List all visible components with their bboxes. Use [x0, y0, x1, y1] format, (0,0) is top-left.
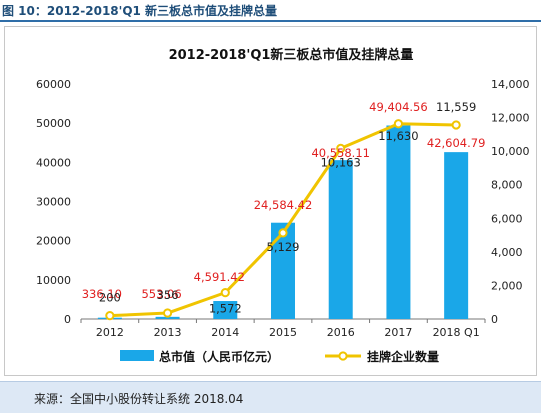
- chart-frame: 2012-2018'Q1新三板总市值及挂牌总量 0 10000 20000 30000 4…: [4, 26, 537, 376]
- bar-market-cap: [444, 152, 469, 319]
- x-axis-category-label: 2018 Q1: [433, 326, 480, 339]
- legend-label-market-cap: 总市值（人民币亿元）: [159, 349, 279, 364]
- bar-value-label: 40,558.11: [311, 146, 370, 160]
- line-value-label: 11,559: [436, 100, 476, 114]
- x-axis-category-label: 2015: [269, 326, 297, 339]
- line-value-label: 5,129: [267, 240, 300, 254]
- chart-svg: 2012-2018'Q1新三板总市值及挂牌总量 0 10000 20000 30000 4…: [36, 47, 530, 364]
- bar-value-label: 4,591.42: [194, 270, 245, 284]
- right-axis-tick-label: 8,000: [491, 179, 523, 192]
- bar-market-cap: [271, 222, 295, 319]
- figure-label: 图 10：2012-2018'Q1 新三板总市值及挂牌总量: [2, 4, 278, 18]
- line-point-listed-companies: [105, 311, 115, 321]
- line-point-listed-companies: [278, 228, 288, 238]
- left-axis-tick-label: 20000: [36, 235, 71, 248]
- line-point-listed-companies: [451, 120, 461, 130]
- bar-market-cap: [155, 316, 180, 319]
- line-value-label: 11,630: [378, 129, 418, 143]
- right-axis-tick-label: 0: [491, 313, 498, 326]
- bar-value-label: 24,584.42: [254, 198, 313, 212]
- legend-swatch-market-cap: [120, 350, 154, 361]
- left-axis-tick-label: 30000: [36, 196, 71, 209]
- right-axis-tick-label: 4,000: [491, 246, 523, 259]
- line-point-listed-companies: [220, 288, 230, 298]
- bar-market-cap: [328, 160, 353, 319]
- right-axis-tick-label: 6,000: [491, 212, 523, 225]
- right-axis-tick-label: 14,000: [491, 78, 530, 91]
- bar-value-label: 336.10: [82, 287, 122, 301]
- legend-marker-listed-companies: [338, 351, 348, 361]
- bar-value-label: 49,404.56: [369, 100, 428, 114]
- left-axis-tick-label: 50000: [36, 117, 71, 130]
- x-axis-category-label: 2017: [384, 326, 412, 339]
- left-axis-tick-label: 10000: [36, 274, 71, 287]
- legend-label-listed-companies: 挂牌企业数量: [367, 349, 439, 364]
- line-value-label: 10,163: [321, 155, 361, 169]
- line-value-label: 1,572: [209, 302, 242, 316]
- right-axis-tick-label: 10,000: [491, 145, 530, 158]
- line-value-label: 356: [157, 288, 179, 302]
- left-axis-tick-label: 60000: [36, 78, 71, 91]
- source-bar: 来源：全国中小股份转让系统 2018.04: [0, 381, 541, 413]
- line-point-listed-companies: [336, 143, 346, 154]
- left-axis-tick-label: 0: [64, 313, 71, 326]
- x-axis-category-label: 2016: [327, 326, 355, 339]
- right-axis-tick-label: 12,000: [491, 112, 530, 125]
- bar-market-cap: [213, 301, 238, 319]
- left-axis-tick-label: 40000: [36, 156, 71, 169]
- line-value-label: 200: [99, 291, 121, 305]
- x-axis-category-label: 2012: [96, 326, 124, 339]
- figure-header: 图 10：2012-2018'Q1 新三板总市值及挂牌总量: [0, 0, 541, 22]
- bar-market-cap: [386, 125, 411, 319]
- chart-title: 2012-2018'Q1新三板总市值及挂牌总量: [169, 47, 414, 63]
- x-axis-category-label: 2014: [211, 326, 239, 339]
- line-point-listed-companies: [393, 119, 404, 129]
- source-note: 来源：全国中小股份转让系统 2018.04: [34, 392, 244, 406]
- x-axis-category-label: 2013: [154, 326, 182, 339]
- right-axis-tick-label: 2,000: [491, 279, 523, 292]
- bar-value-label: 42,604.79: [427, 136, 486, 150]
- line-point-listed-companies: [162, 308, 173, 318]
- bar-value-label: 553.06: [141, 287, 181, 301]
